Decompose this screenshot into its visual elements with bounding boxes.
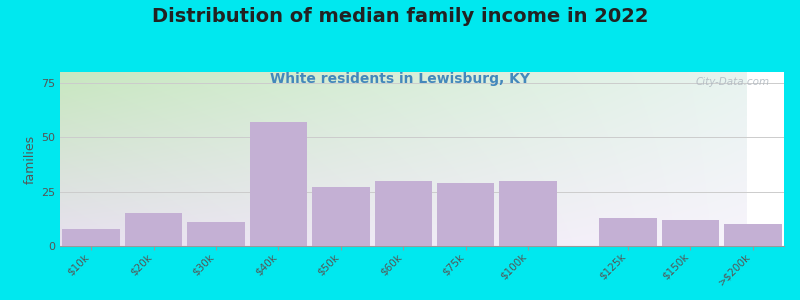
Text: Distribution of median family income in 2022: Distribution of median family income in … bbox=[152, 8, 648, 26]
Bar bbox=[599, 218, 657, 246]
Text: White residents in Lewisburg, KY: White residents in Lewisburg, KY bbox=[270, 72, 530, 86]
Bar bbox=[662, 220, 719, 246]
Bar bbox=[62, 229, 120, 246]
Bar bbox=[374, 181, 432, 246]
Bar bbox=[187, 222, 245, 246]
Text: City-Data.com: City-Data.com bbox=[695, 77, 770, 87]
Bar bbox=[312, 187, 370, 246]
Bar bbox=[724, 224, 782, 246]
Bar bbox=[499, 181, 557, 246]
Bar bbox=[125, 213, 182, 246]
Bar bbox=[437, 183, 494, 246]
Y-axis label: families: families bbox=[24, 134, 37, 184]
Bar bbox=[250, 122, 307, 246]
